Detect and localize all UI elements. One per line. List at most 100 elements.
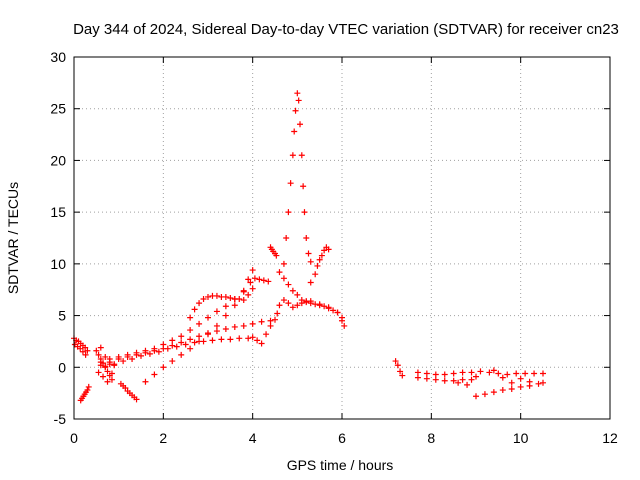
data-point (196, 300, 203, 307)
y-tick-label: -5 (54, 411, 67, 427)
data-point (272, 316, 278, 323)
data-point (450, 370, 457, 377)
series-14 (392, 358, 406, 379)
data-point (267, 317, 274, 324)
data-point (267, 322, 274, 329)
data-point (164, 345, 171, 352)
data-point (249, 334, 256, 341)
data-point (397, 368, 404, 375)
data-point (227, 294, 234, 301)
data-point (294, 291, 301, 298)
data-point (294, 90, 301, 97)
data-point (160, 364, 167, 371)
data-point (245, 291, 252, 298)
data-point (459, 369, 466, 376)
series-15 (414, 368, 546, 378)
series-11 (307, 244, 332, 286)
data-point (173, 343, 180, 350)
data-point (84, 347, 91, 354)
data-point (280, 275, 287, 282)
data-point (102, 353, 109, 360)
data-point (258, 340, 265, 347)
x-tick-label: 4 (249, 430, 257, 446)
y-tick-label: 30 (50, 49, 66, 65)
series-13 (272, 297, 348, 329)
data-point (263, 331, 270, 338)
data-point (280, 297, 287, 304)
data-point (82, 351, 89, 358)
data-point (477, 368, 484, 375)
x-tick-label: 6 (338, 430, 346, 446)
data-point (104, 368, 111, 375)
y-tick-label: 25 (50, 101, 66, 117)
data-point (468, 369, 475, 376)
series-4 (97, 275, 272, 366)
data-point (305, 250, 312, 257)
data-point (95, 369, 102, 376)
data-point (414, 374, 421, 381)
data-point (330, 307, 337, 314)
data-point (187, 327, 194, 334)
data-point (178, 333, 185, 340)
data-point (504, 371, 511, 378)
series-5 (97, 317, 274, 369)
data-point (276, 302, 283, 309)
data-point (209, 337, 216, 344)
series-10 (280, 90, 314, 267)
data-point (392, 358, 399, 365)
data-point (178, 339, 185, 346)
series-0 (71, 335, 91, 358)
data-point (301, 209, 308, 216)
data-points (71, 90, 546, 404)
data-point (124, 353, 131, 360)
data-point (84, 387, 91, 394)
data-point (414, 369, 421, 376)
data-point (303, 235, 310, 241)
data-point (314, 262, 321, 269)
series-9 (267, 244, 280, 259)
data-point (111, 361, 118, 368)
data-point (236, 296, 243, 303)
data-point (249, 320, 256, 327)
data-point (287, 180, 294, 187)
data-point (423, 370, 430, 377)
data-point (307, 298, 314, 305)
x-axis-label: GPS time / hours (287, 457, 394, 473)
data-point (142, 378, 149, 385)
data-point (508, 386, 515, 393)
data-point (213, 328, 220, 335)
data-point (218, 336, 225, 343)
x-tick-label: 12 (602, 430, 618, 446)
data-point (499, 387, 506, 394)
y-tick-label: 5 (58, 308, 66, 324)
data-point (97, 344, 104, 351)
data-point (334, 309, 341, 316)
data-point (300, 183, 307, 190)
data-point (120, 358, 127, 365)
grid (74, 57, 610, 419)
data-point (473, 393, 479, 400)
x-tick-label: 2 (159, 430, 167, 446)
data-point (321, 247, 328, 254)
data-point (95, 351, 102, 358)
data-point (325, 246, 332, 253)
data-point (486, 369, 493, 376)
data-point (222, 293, 229, 300)
data-point (122, 384, 129, 391)
data-point (468, 376, 475, 383)
data-point (459, 376, 466, 383)
data-point (307, 279, 314, 286)
data-point (196, 320, 203, 327)
data-point (341, 322, 348, 329)
data-point (247, 279, 254, 286)
data-point (285, 300, 292, 307)
data-point (289, 152, 296, 159)
data-point (104, 378, 111, 385)
data-point (169, 342, 176, 349)
data-point (213, 292, 220, 299)
data-point (254, 337, 261, 344)
data-point (213, 308, 220, 315)
data-point (182, 341, 189, 348)
y-tick-label: 15 (50, 204, 66, 220)
data-point (106, 359, 113, 366)
